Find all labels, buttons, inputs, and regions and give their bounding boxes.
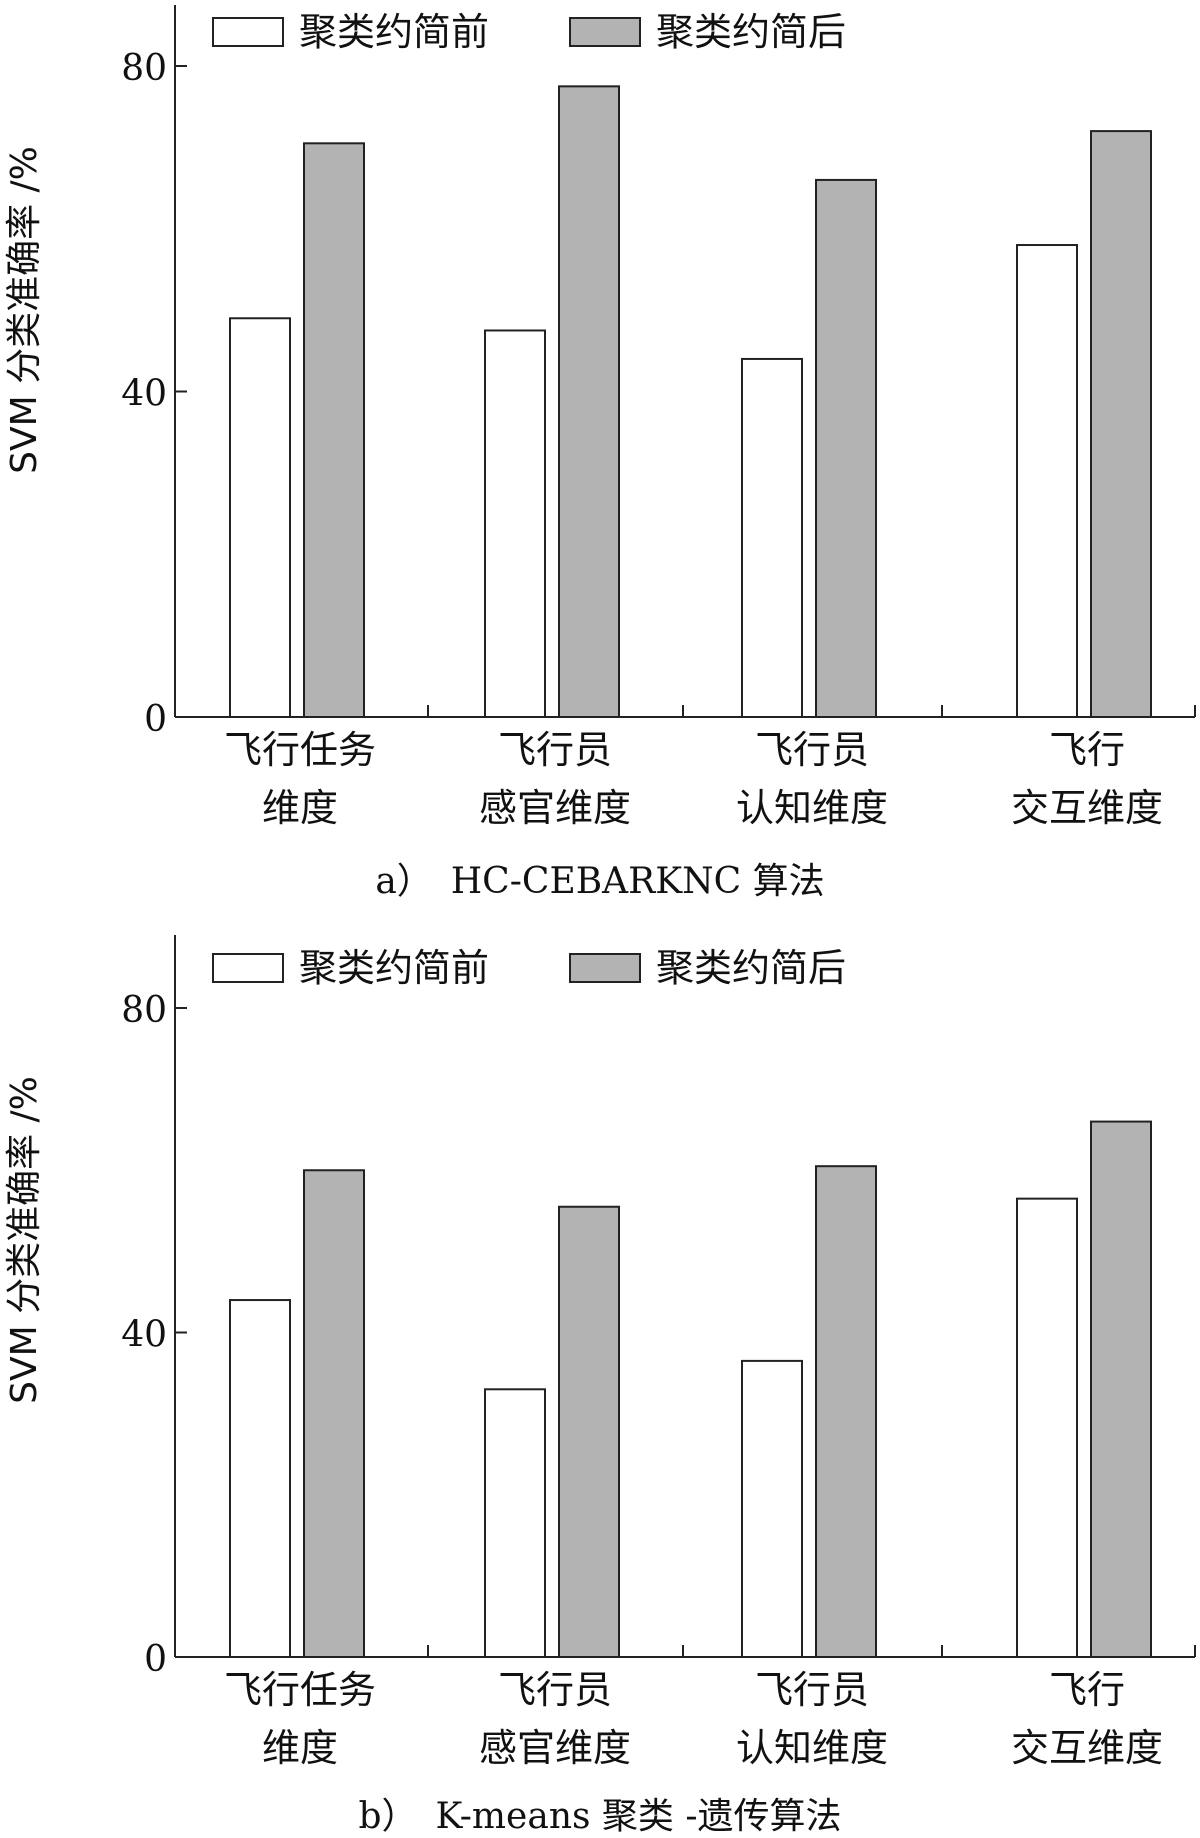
y-tick-label: 40 <box>121 374 167 415</box>
x-tick-label: 飞行员 <box>498 728 612 772</box>
y-axis-label: SVM 分类准确率 /% <box>4 1076 45 1404</box>
x-tick-label: 飞行员 <box>755 1668 869 1712</box>
legend-label: 聚类约简前 <box>299 10 489 54</box>
x-tick-label: 交互维度 <box>1011 786 1163 830</box>
y-tick-label: 0 <box>144 699 167 740</box>
legend-swatch <box>212 953 284 983</box>
legend-swatch <box>569 953 641 983</box>
bar-after <box>303 142 365 718</box>
y-tick-label: 0 <box>144 1639 167 1680</box>
bar-before <box>229 317 291 718</box>
bar-before <box>1016 1197 1078 1659</box>
x-tick-label: 飞行 <box>1049 1668 1125 1712</box>
legend-swatch <box>212 17 284 47</box>
x-tick-label: 飞行员 <box>498 1668 612 1712</box>
legend-label: 聚类约简后 <box>656 10 846 54</box>
legend-swatch <box>569 17 641 47</box>
x-tick-label: 感官维度 <box>479 786 631 830</box>
bar-after <box>1090 130 1152 719</box>
bar-after <box>815 178 877 719</box>
bar-after <box>815 1165 877 1658</box>
chart-caption: a） HC-CEBARKNC 算法 <box>375 861 824 902</box>
bar-before <box>741 357 803 718</box>
x-tick-label: 交互维度 <box>1011 1726 1163 1770</box>
bar-after <box>1090 1120 1152 1658</box>
y-tick-label: 80 <box>121 48 167 89</box>
x-tick-label: 飞行任务 <box>224 1668 376 1712</box>
chart-caption: b） K-means 聚类 -遗传算法 <box>358 1796 841 1837</box>
x-tick-label: 维度 <box>262 1726 338 1770</box>
bar-before <box>741 1359 803 1659</box>
bar-before <box>229 1299 291 1659</box>
bar-before <box>1016 244 1078 718</box>
x-tick-label: 认知维度 <box>736 1726 888 1770</box>
legend-label: 聚类约简前 <box>299 946 489 990</box>
y-tick-label: 80 <box>121 990 167 1031</box>
x-tick-label: 认知维度 <box>736 786 888 830</box>
bar-after <box>558 85 620 718</box>
bar-before <box>484 1388 546 1658</box>
x-tick-label: 感官维度 <box>479 1726 631 1770</box>
bar-after <box>558 1205 620 1658</box>
x-tick-label: 飞行 <box>1049 728 1125 772</box>
bar-after <box>303 1169 365 1658</box>
x-tick-label: 维度 <box>262 786 338 830</box>
legend-label: 聚类约简后 <box>656 946 846 990</box>
bar-before <box>484 329 546 718</box>
y-tick-label: 40 <box>121 1315 167 1356</box>
x-tick-label: 飞行任务 <box>224 728 376 772</box>
x-tick-label: 飞行员 <box>755 728 869 772</box>
y-axis-label: SVM 分类准确率 /% <box>4 146 45 474</box>
